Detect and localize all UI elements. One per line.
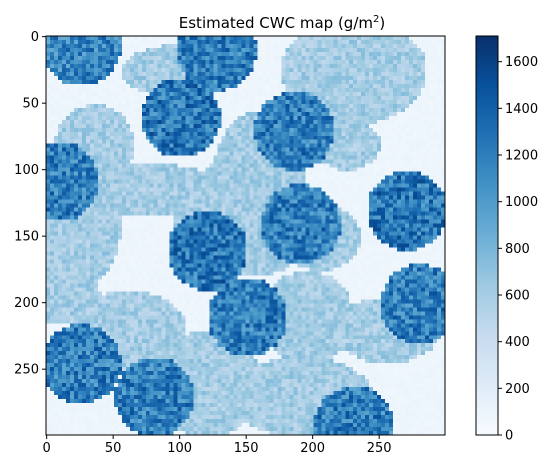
y-tick-label: 200: [14, 296, 39, 311]
colorbar: [475, 35, 499, 436]
y-tick-label: 0: [31, 30, 39, 45]
heatmap-image: [46, 36, 445, 435]
colorbar-tick-label: 800: [505, 242, 530, 257]
x-tick-label: 100: [167, 441, 192, 456]
colorbar-tick-label: 1600: [505, 55, 538, 70]
y-tick-label: 100: [14, 163, 39, 178]
colorbar-tick-label: 200: [505, 382, 530, 397]
colorbar-axis: 0 200 400 600 800 1000 1200 1400 1600: [498, 55, 538, 444]
colorbar-tick-label: 1200: [505, 149, 538, 164]
colorbar-tick-label: 1400: [505, 102, 538, 117]
x-tick-label: 50: [105, 441, 122, 456]
colorbar-tick-label: 0: [505, 429, 513, 444]
chart-title: Estimated CWC map (g/m2): [179, 14, 385, 32]
y-tick-label: 250: [14, 363, 39, 378]
y-tick-label: 150: [14, 230, 39, 245]
x-axis: 0 50 100 150 200 250: [43, 435, 392, 456]
x-tick-label: 250: [367, 441, 392, 456]
heatmap-raster: [46, 36, 445, 435]
y-tick-label: 50: [22, 97, 39, 112]
x-tick-label: 0: [43, 441, 51, 456]
plot-frame: [45, 35, 446, 436]
colorbar-tick-label: 400: [505, 335, 530, 350]
x-tick-label: 150: [234, 441, 259, 456]
y-axis: 0 50 100 150 200 250: [14, 30, 46, 378]
x-tick-label: 200: [300, 441, 325, 456]
colorbar-tick-label: 600: [505, 289, 530, 304]
colorbar-tick-label: 1000: [505, 195, 538, 210]
